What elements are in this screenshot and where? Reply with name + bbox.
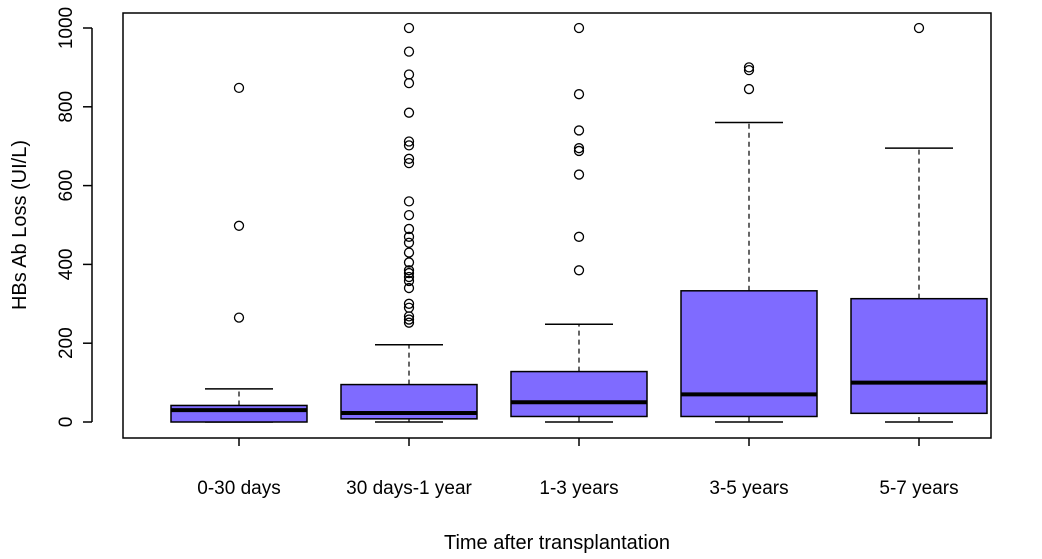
outlier-point (743, 83, 755, 95)
outlier-point (403, 231, 415, 242)
x-tick-label: 1-3 years (539, 478, 618, 499)
y-axis-title: HBs Ab Loss (UI/L) (9, 140, 31, 310)
box-group (340, 22, 478, 423)
y-tick-label: 600 (56, 170, 77, 202)
x-tick-label: 5-7 years (879, 478, 958, 499)
outlier-point (913, 22, 925, 34)
box-iqr (170, 404, 308, 423)
outlier-point (403, 257, 415, 268)
y-tick-label: 1000 (56, 7, 77, 49)
x-axis-title: Time after transplantation (444, 532, 670, 554)
outlier-point (233, 312, 245, 323)
outlier-point (743, 62, 755, 73)
y-tick-label: 400 (56, 249, 77, 281)
outlier-point (233, 220, 245, 231)
outlier-point (573, 143, 585, 154)
outlier-point (403, 157, 415, 169)
outlier-point (573, 22, 585, 34)
y-tick-label: 200 (56, 327, 77, 359)
outlier-point (403, 317, 415, 328)
box-iqr (850, 297, 988, 415)
y-axis: 0 200 400 600 800 1000 (56, 7, 93, 428)
y-tick-label: 0 (56, 417, 77, 428)
outlier-point (403, 153, 415, 164)
outlier-point (403, 69, 415, 80)
outlier-point (403, 22, 415, 34)
plot-frame (122, 12, 992, 439)
outlier-point (573, 231, 585, 242)
box-group (170, 82, 308, 423)
outlier-point (403, 267, 415, 279)
box-group (680, 62, 818, 423)
box-group (850, 22, 988, 423)
outlier-point (403, 275, 415, 287)
outlier-point (403, 196, 415, 207)
outlier-point (573, 145, 585, 157)
x-tick-label: 30 days-1 year (346, 478, 472, 499)
outlier-point (403, 209, 415, 221)
outlier-point (573, 125, 585, 136)
outlier-point (403, 271, 415, 283)
outlier-point (403, 78, 415, 89)
outlier-point (403, 237, 415, 248)
y-tick-label: 800 (56, 91, 77, 123)
outlier-point (403, 247, 415, 258)
outlier-point (403, 298, 415, 309)
boxes (170, 22, 988, 423)
outlier-point (403, 223, 415, 235)
outlier-point (403, 302, 415, 313)
x-axis-labels: 0-30 days 30 days-1 year 1-3 years 3-5 year… (197, 438, 959, 499)
box-iqr (680, 290, 818, 418)
outlier-point (403, 265, 415, 276)
box-group (510, 22, 648, 423)
outlier-point (403, 107, 415, 118)
outlier-point (233, 82, 245, 94)
outlier-point (403, 140, 415, 151)
outlier-point (573, 89, 585, 100)
x-tick-label: 0-30 days (197, 478, 280, 499)
outlier-point (403, 282, 415, 294)
box-iqr (510, 370, 648, 418)
outlier-point (403, 314, 415, 325)
outlier-point (573, 265, 585, 276)
x-tick-label: 3-5 years (709, 478, 788, 499)
outlier-point (403, 136, 415, 147)
outlier-point (743, 65, 755, 76)
outlier-point (403, 46, 415, 57)
outlier-point (573, 169, 585, 180)
